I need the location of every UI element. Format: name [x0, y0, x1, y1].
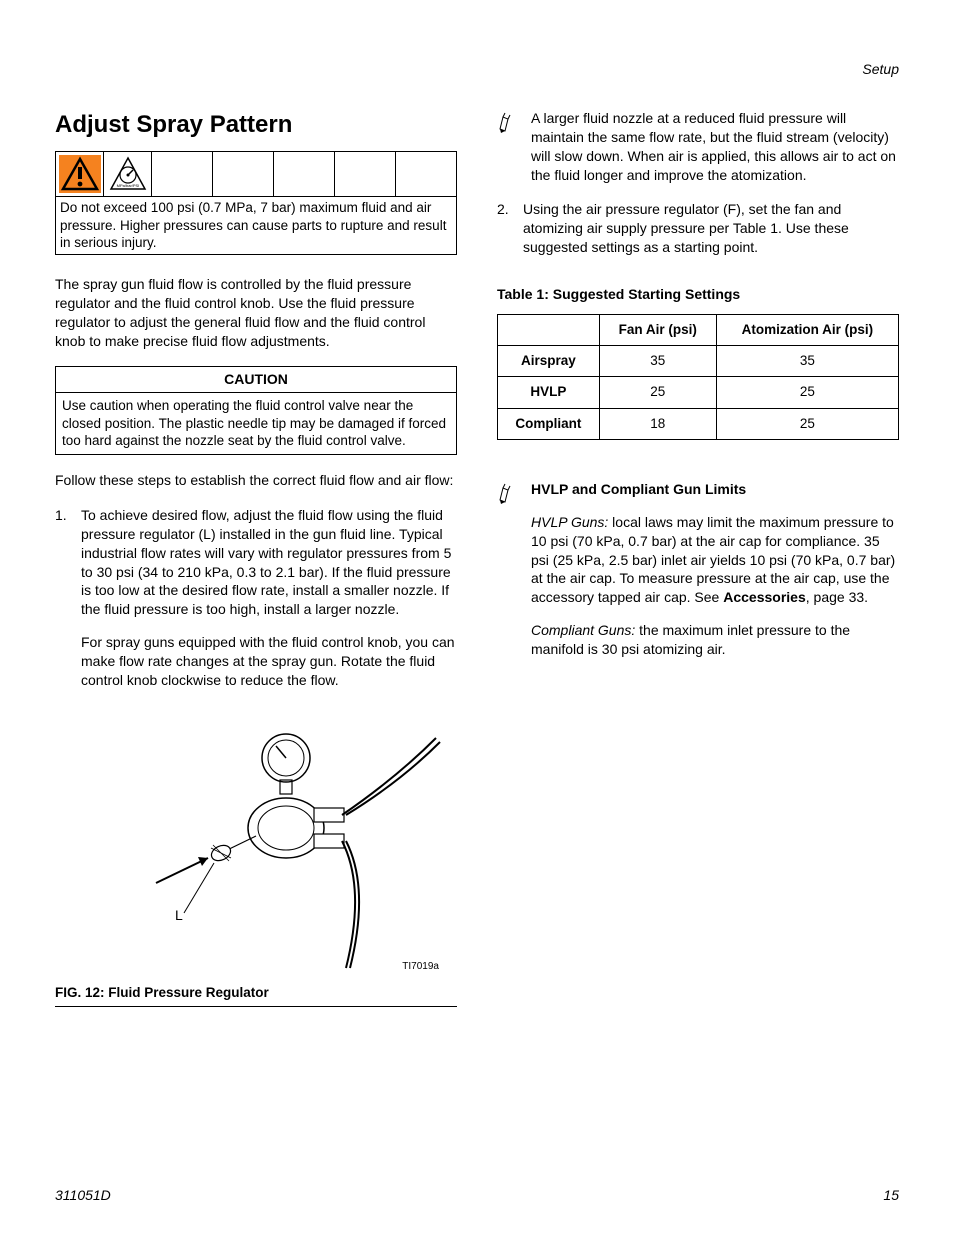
- step-number: 2.: [497, 200, 523, 271]
- hvlp-tail: , page 33.: [806, 589, 868, 605]
- pencil-note-icon: [497, 109, 521, 185]
- table-row: Compliant 18 25: [498, 408, 899, 439]
- steps-list: 1. To achieve desired flow, adjust the f…: [55, 506, 457, 704]
- steps-list-2: 2. Using the air pressure regulator (F),…: [497, 200, 899, 271]
- figure-ti-code: TI7019a: [402, 960, 439, 974]
- limits-title: HVLP and Compliant Gun Limits: [531, 480, 899, 499]
- svg-text:MPa/bar/PSI: MPa/bar/PSI: [116, 183, 139, 188]
- figure-caption-prefix: FIG. 12:: [55, 985, 108, 1000]
- compliant-guns-para: Compliant Guns: the maximum inlet pressu…: [531, 621, 899, 659]
- table-cell: 25: [716, 377, 898, 408]
- limits-block: HVLP and Compliant Gun Limits HVLP Guns:…: [497, 480, 899, 673]
- note-nozzle: A larger fluid nozzle at a reduced fluid…: [497, 109, 899, 185]
- caution-body: Use caution when operating the fluid con…: [56, 393, 456, 454]
- warning-empty-cell: [213, 152, 274, 196]
- figure-12: L TI7019a FIG. 12: Fluid Pressure Regula…: [55, 718, 457, 1007]
- table-row: HVLP 25 25: [498, 377, 899, 408]
- caution-header: CAUTION: [56, 367, 456, 393]
- intro-paragraph: The spray gun fluid flow is controlled b…: [55, 275, 457, 351]
- settings-table: Fan Air (psi) Atomization Air (psi) Airs…: [497, 314, 899, 440]
- page-number: 15: [883, 1186, 899, 1205]
- figure-image: L TI7019a: [55, 718, 457, 978]
- table-row: Airspray 35 35: [498, 346, 899, 377]
- warning-empty-cell: [335, 152, 396, 196]
- warning-empty-cell: [152, 152, 213, 196]
- right-column: A larger fluid nozzle at a reduced fluid…: [497, 109, 899, 1007]
- warning-text: Do not exceed 100 psi (0.7 MPa, 7 bar) m…: [56, 197, 456, 254]
- warning-empty-cell: [396, 152, 456, 196]
- table-cell: 35: [599, 346, 716, 377]
- step-2-p1: Using the air pressure regulator (F), se…: [523, 200, 899, 257]
- figure-caption: FIG. 12: Fluid Pressure Regulator: [55, 984, 457, 1002]
- step-2: 2. Using the air pressure regulator (F),…: [497, 200, 899, 271]
- page-title: Adjust Spray Pattern: [55, 109, 457, 141]
- warning-box: MPa/bar/PSI Do not exceed 100 psi (0.7 M…: [55, 151, 457, 255]
- note-nozzle-text: A larger fluid nozzle at a reduced fluid…: [531, 109, 899, 185]
- left-column: Adjust Spray Pattern: [55, 109, 457, 1007]
- step-1: 1. To achieve desired flow, adjust the f…: [55, 506, 457, 704]
- warning-exclamation-icon: [56, 152, 104, 196]
- compliant-label: Compliant Guns:: [531, 622, 635, 638]
- table-cell: 25: [599, 377, 716, 408]
- hvlp-guns-para: HVLP Guns: local laws may limit the maxi…: [531, 513, 899, 607]
- table-row-label: HVLP: [498, 377, 600, 408]
- figure-caption-text: Fluid Pressure Regulator: [108, 985, 269, 1000]
- table-corner-cell: [498, 315, 600, 346]
- warning-icon-row: MPa/bar/PSI: [56, 152, 456, 197]
- table-header-row: Fan Air (psi) Atomization Air (psi): [498, 315, 899, 346]
- follow-paragraph: Follow these steps to establish the corr…: [55, 471, 457, 490]
- table-cell: 25: [716, 408, 898, 439]
- hvlp-label: HVLP Guns:: [531, 514, 608, 530]
- table-row-label: Airspray: [498, 346, 600, 377]
- table-row-label: Compliant: [498, 408, 600, 439]
- accessories-ref: Accessories: [723, 589, 806, 605]
- doc-number: 311051D: [55, 1186, 111, 1205]
- caution-box: CAUTION Use caution when operating the f…: [55, 366, 457, 455]
- two-column-layout: Adjust Spray Pattern: [55, 109, 899, 1007]
- table-cell: 35: [716, 346, 898, 377]
- table-cell: 18: [599, 408, 716, 439]
- page-footer: 311051D 15: [55, 1186, 899, 1205]
- section-header: Setup: [55, 60, 899, 79]
- pencil-note-icon: [497, 480, 521, 673]
- figure-label-L: L: [175, 906, 183, 925]
- table-header-fan: Fan Air (psi): [599, 315, 716, 346]
- table-1-title: Table 1: Suggested Starting Settings: [497, 285, 899, 304]
- table-header-atom: Atomization Air (psi): [716, 315, 898, 346]
- warning-pressure-icon: MPa/bar/PSI: [104, 152, 152, 196]
- step-number: 1.: [55, 506, 81, 704]
- step-1-p1: To achieve desired flow, adjust the flui…: [81, 506, 457, 619]
- warning-empty-cell: [274, 152, 335, 196]
- step-1-p2: For spray guns equipped with the fluid c…: [81, 633, 457, 690]
